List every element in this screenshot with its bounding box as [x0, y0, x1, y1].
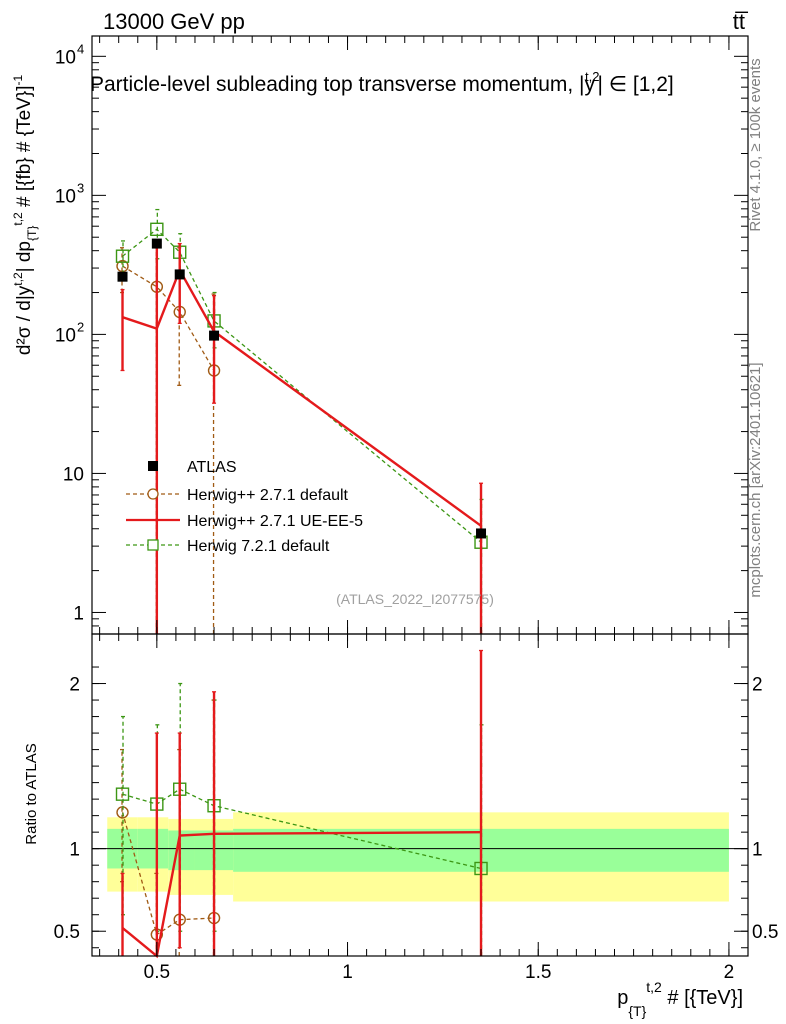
- main-ytick-label: 10: [55, 47, 76, 68]
- main-ytick-label: 10: [63, 464, 84, 485]
- rivet-label: Rivet 4.1.0, ≥ 100k events: [747, 58, 764, 231]
- plot-title: Particle-level subleading top transverse…: [90, 69, 674, 96]
- legend-atlas-label: ATLAS: [187, 459, 237, 476]
- title-text-after: | ∈ [1,2]: [597, 73, 673, 96]
- title-sup: t,2: [585, 69, 599, 84]
- main-ytick-exponent: 3: [77, 180, 84, 195]
- process-label: tt̅: [733, 9, 749, 34]
- title-y: y: [585, 73, 596, 96]
- main-point-atlas: [209, 330, 220, 341]
- legend-atlas-marker: [148, 461, 158, 471]
- legend: ATLAS Herwig++ 2.7.1 default Herwig++ 2.…: [126, 459, 363, 555]
- legend-herwig7-marker: [147, 539, 159, 551]
- ratio-point-herwig7: [115, 787, 130, 801]
- main-ylabel: d²σ / d|yt,2| dp{T}t,2 # [{fb} # {TeV}]-…: [11, 75, 39, 356]
- main-ytick-label: 1: [73, 603, 84, 624]
- x-axis-title: p{T}t,2 # [{TeV}]: [617, 979, 743, 1019]
- main-point-atlas: [174, 269, 185, 280]
- main-marks: [115, 208, 488, 634]
- main-point-atlas: [117, 271, 128, 282]
- legend-herwigpp-ueee5-label: Herwig++ 2.7.1 UE-EE-5: [187, 513, 363, 530]
- main-line-herwigpp_default: [122, 265, 215, 371]
- ratio-ticks: 0.5 0.5 1 1 2 2 0.5 1 1.5 2: [54, 634, 778, 983]
- ratio-ytick-label: 0.5: [54, 922, 80, 943]
- main-ytick-label: 10: [55, 186, 76, 207]
- ratio-line-herwigpp_ueee5: [121, 831, 482, 959]
- main-point-herwig7: [115, 249, 130, 263]
- ratio-line-herwigpp_default: [121, 812, 215, 936]
- ratio-ytick-label-right: 2: [752, 675, 763, 696]
- collision-label: 13000 GeV pp: [103, 9, 245, 34]
- ratio-ytick-label: 1: [69, 840, 80, 861]
- ratio-frame: [91, 633, 749, 957]
- ratio-bands: [92, 812, 748, 902]
- main-ytick-exponent: 2: [77, 319, 84, 334]
- main-point-atlas: [476, 528, 487, 539]
- main-ytick-label: 10: [55, 325, 76, 346]
- main-line-herwig7: [122, 228, 482, 543]
- legend-herwigpp-default-label: Herwig++ 2.7.1 default: [187, 487, 349, 504]
- ratio-xtick-label: 1.5: [525, 962, 551, 983]
- ratio-ytick-label-right: 1: [752, 840, 763, 861]
- ratio-xtick-label: 1: [342, 962, 353, 983]
- main-point-atlas: [151, 238, 162, 249]
- ratio-marks: [115, 649, 488, 959]
- ratio-ytick-label-right: 0.5: [752, 922, 778, 943]
- ratio-band-inner: [168, 830, 195, 871]
- main-ytick-exponent: 4: [77, 41, 84, 56]
- title-text-before: Particle-level subleading top transverse…: [90, 73, 585, 96]
- ratio-xtick-label: 2: [724, 962, 735, 983]
- ratio-xtick-label: 0.5: [144, 962, 170, 983]
- legend-herwig7-label: Herwig 7.2.1 default: [187, 538, 330, 555]
- main-point-herwig7: [150, 222, 164, 236]
- ratio-ytick-label: 2: [69, 675, 80, 696]
- analysis-label: (ATLAS_2022_I2077575): [336, 591, 494, 607]
- mcplots-label: mcplots.cern.ch [arXiv:2401.10621]: [747, 362, 764, 597]
- legend-herwigpp-default-marker: [147, 488, 159, 500]
- ratio-ylabel: Ratio to ATLAS: [23, 743, 40, 844]
- ratio-panel: 0.5 0.5 1 1 2 2 0.5 1 1.5 2 Ratio to ATLAS: [23, 633, 778, 983]
